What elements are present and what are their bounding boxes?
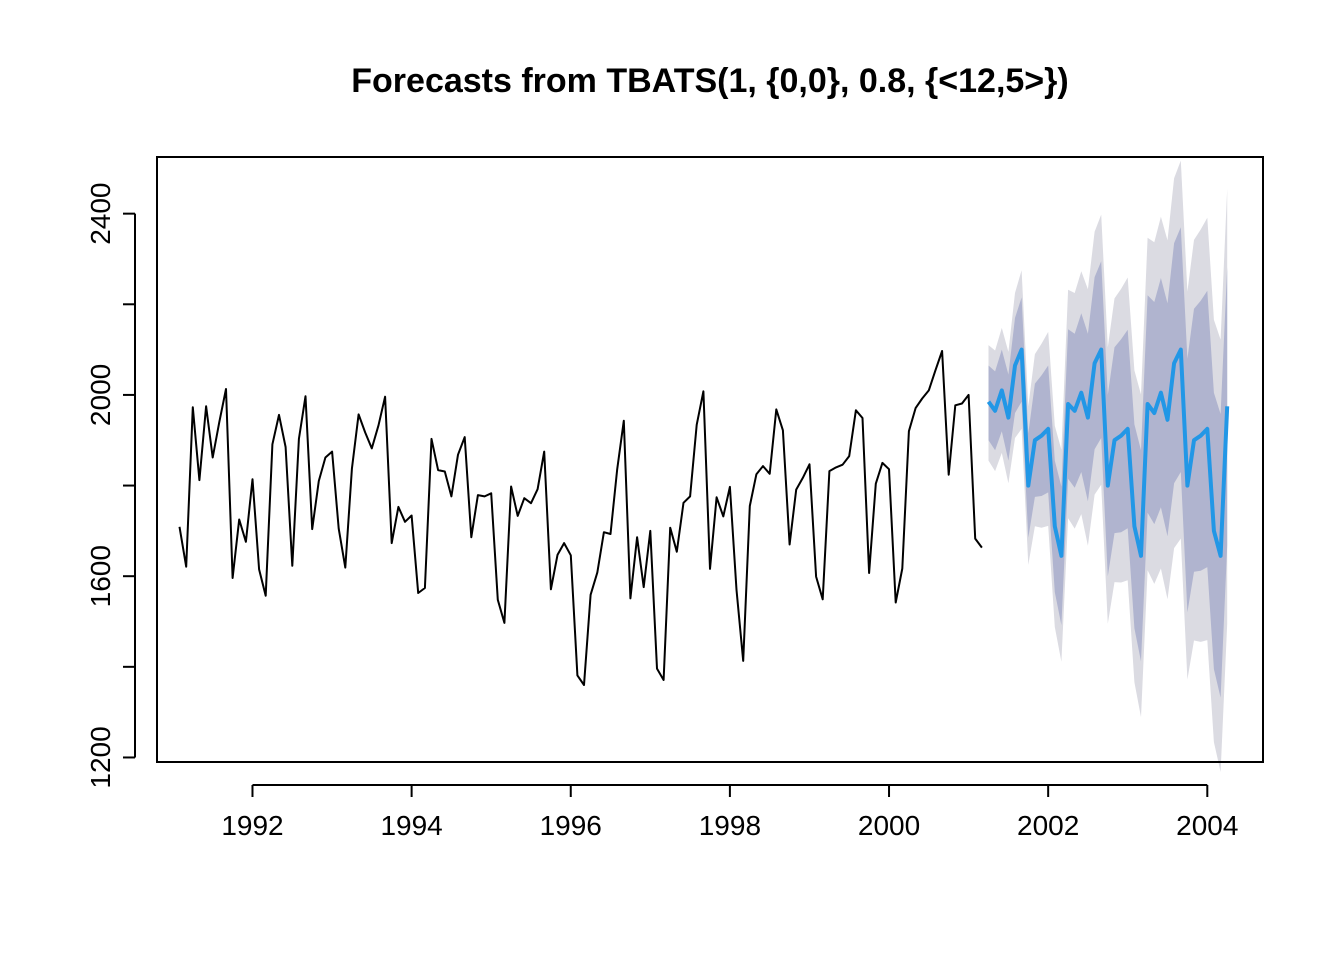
x-tick-label: 1994 — [380, 810, 442, 841]
plot-frame — [156, 156, 1264, 763]
x-tick-label: 1998 — [699, 810, 761, 841]
historical-series-line — [178, 350, 983, 686]
x-tick-label: 1992 — [221, 810, 283, 841]
x-axis: 1992 1994 1996 1998 2000 2002 2004 — [221, 784, 1238, 841]
y-tick-label: 1200 — [85, 726, 116, 788]
x-tick-label: 2002 — [1017, 810, 1079, 841]
x-tick-label: 1996 — [540, 810, 602, 841]
chart-title: Forecasts from TBATS(1, {0,0}, 0.8, {<12… — [351, 62, 1068, 100]
y-axis: 1200 1600 2000 2400 — [85, 182, 136, 789]
y-tick-label: 1600 — [85, 545, 116, 607]
x-tick-label: 2004 — [1176, 810, 1238, 841]
y-tick-label: 2000 — [85, 364, 116, 426]
x-tick-label: 2000 — [858, 810, 920, 841]
y-tick-label: 2400 — [85, 182, 116, 244]
forecast-series-line — [986, 347, 1230, 558]
